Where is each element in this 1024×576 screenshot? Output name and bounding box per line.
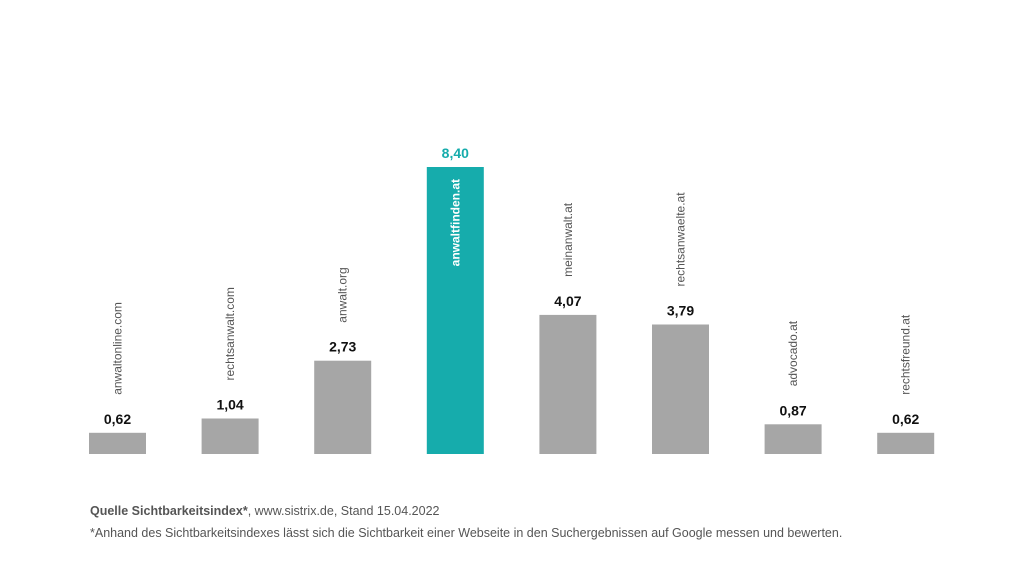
footnote: *Anhand des Sichtbarkeitsindexes lässt s… [90, 526, 843, 540]
value-label: 0,62 [104, 411, 131, 427]
category-label: anwaltonline.com [111, 302, 125, 395]
bar-meinanwalt.at [539, 314, 597, 454]
value-label: 8,40 [442, 145, 469, 161]
bar-chart: 0,62 anwaltonline.com 1,04 rechtsanwalt.com… [89, 145, 935, 454]
category-label: anwalt.org [336, 267, 350, 322]
chart-footer: Quelle Sichtbarkeitsindex*, www.sistrix.… [90, 500, 842, 544]
source-detail: , www.sistrix.de, Stand 15.04.2022 [247, 504, 440, 518]
value-label: 0,87 [779, 402, 806, 418]
category-label: rechtsfreund.at [899, 314, 913, 395]
category-label: advocado.at [786, 320, 800, 386]
bar-advocado.at [764, 424, 822, 454]
bar-rechtsanwaelte.at [652, 324, 709, 454]
value-label: 4,07 [554, 293, 581, 309]
value-label: 0,62 [892, 411, 919, 427]
source-title: Quelle Sichtbarkeitsindex* [90, 504, 248, 518]
bar-anwaltonline.com [89, 432, 146, 454]
value-label: 1,04 [216, 397, 243, 413]
category-label: rechtsanwalt.com [223, 287, 237, 380]
category-label: rechtsanwaelte.at [674, 192, 688, 287]
bar-anwaltfinden.at [426, 167, 484, 454]
source-line: Quelle Sichtbarkeitsindex*, www.sistrix.… [90, 500, 842, 522]
value-label: 3,79 [667, 303, 694, 319]
value-label: 2,73 [329, 339, 356, 355]
category-label: anwaltfinden.at [448, 179, 462, 266]
bar-rechtsanwalt.com [201, 418, 259, 454]
bar-anwalt.org [314, 360, 372, 454]
category-label: meinanwalt.at [561, 202, 575, 277]
bar-rechtsfreund.at [877, 432, 935, 454]
